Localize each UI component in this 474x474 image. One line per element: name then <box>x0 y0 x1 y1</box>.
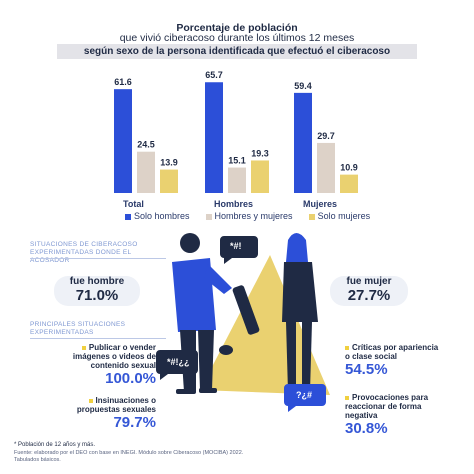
stat-insinuaciones: Insinuaciones o propuestas sexuales 79.7… <box>52 396 156 432</box>
stat-provocaciones-value: 30.8% <box>345 420 388 437</box>
section-divider <box>30 258 166 259</box>
bar-value-label: 59.4 <box>294 81 312 91</box>
bar-value-label: 15.1 <box>228 156 246 166</box>
section-label-situaciones: Principales situaciones experimentadas <box>30 321 126 336</box>
bar-total-series-1 <box>137 151 155 193</box>
pill-fue-mujer: fue mujer 27.7% <box>330 276 408 306</box>
bar-mujeres-series-2 <box>340 174 358 193</box>
stat-criticas: Críticas por apariencia o clase social 5… <box>345 343 445 379</box>
bar-value-label: 13.9 <box>160 158 178 168</box>
category-label: Hombres <box>214 199 253 209</box>
stat-publicar-value: 100.0% <box>105 370 156 387</box>
pill-hombre-value: 71.0% <box>75 287 119 304</box>
stat-insinuaciones-text: Insinuaciones o propuestas sexuales <box>76 396 156 414</box>
stat-publicar: Publicar o vender imágenes o videos de c… <box>52 343 156 388</box>
bubble-text-3: ?¿# <box>296 390 313 400</box>
section-divider-2 <box>30 338 166 339</box>
footnote-population: * Población de 12 años y más. <box>14 442 96 448</box>
bar-mujeres-series-0 <box>294 92 312 193</box>
bar-value-label: 10.9 <box>340 163 358 173</box>
chart-title-continuation: que vivió ciberacoso durante los últimos… <box>119 32 355 44</box>
bar-hombres-series-2 <box>251 160 269 193</box>
legend-item-solo-hombres: Solo hombres <box>125 211 190 221</box>
bubble-text-2: *#!¿¿ <box>167 357 190 367</box>
bar-mujeres-series-1 <box>317 142 335 193</box>
legend-item-hombres-y-mujeres: Hombres y mujeres <box>205 211 293 221</box>
bar-value-label: 61.6 <box>114 77 132 87</box>
pill-fue-hombre: fue hombre 71.0% <box>54 276 140 306</box>
bar-hombres-series-0 <box>205 82 223 193</box>
stat-criticas-value: 54.5% <box>345 361 388 378</box>
bar-value-label: 19.3 <box>251 148 269 158</box>
stat-criticas-text: Críticas por apariencia o clase social <box>345 343 439 361</box>
bar-total-series-0 <box>114 89 132 193</box>
pill-mujer-value: 27.7% <box>347 287 391 304</box>
bar-value-label: 24.5 <box>137 140 155 150</box>
legend-item-solo-mujeres: Solo mujeres <box>308 211 370 221</box>
bubble-text-1: *#! <box>230 241 242 251</box>
chart-legend: Solo hombres Hombres y mujeres Solo muje… <box>125 211 370 221</box>
stat-insinuaciones-value: 79.7% <box>113 414 156 431</box>
pill-mujer-label: fue mujer <box>346 276 392 287</box>
category-label: Total <box>123 199 144 209</box>
footnote-tabulados: Tabulados básicos. <box>14 457 61 463</box>
bar-value-label: 65.7 <box>205 70 223 80</box>
category-label: Mujeres <box>303 199 337 209</box>
bar-hombres-series-1 <box>228 167 246 193</box>
stat-provocaciones-text: Provocaciones para reaccionar de forma n… <box>345 393 429 420</box>
stat-publicar-text: Publicar o vender imágenes o videos de c… <box>72 343 156 370</box>
section-label-acosador: Situaciones de ciberacoso experimentadas… <box>30 241 138 264</box>
stat-provocaciones: Provocaciones para reaccionar de forma n… <box>345 393 445 438</box>
pill-hombre-label: fue hombre <box>69 276 125 287</box>
chart-title: Porcentaje de población <box>176 22 298 34</box>
footnote-source: Fuente: elaborado por el DEO con base en… <box>14 450 244 456</box>
bar-total-series-2 <box>160 169 178 193</box>
chart-subtitle: según sexo de la persona identificada qu… <box>57 44 417 59</box>
bar-value-label: 29.7 <box>317 131 335 141</box>
